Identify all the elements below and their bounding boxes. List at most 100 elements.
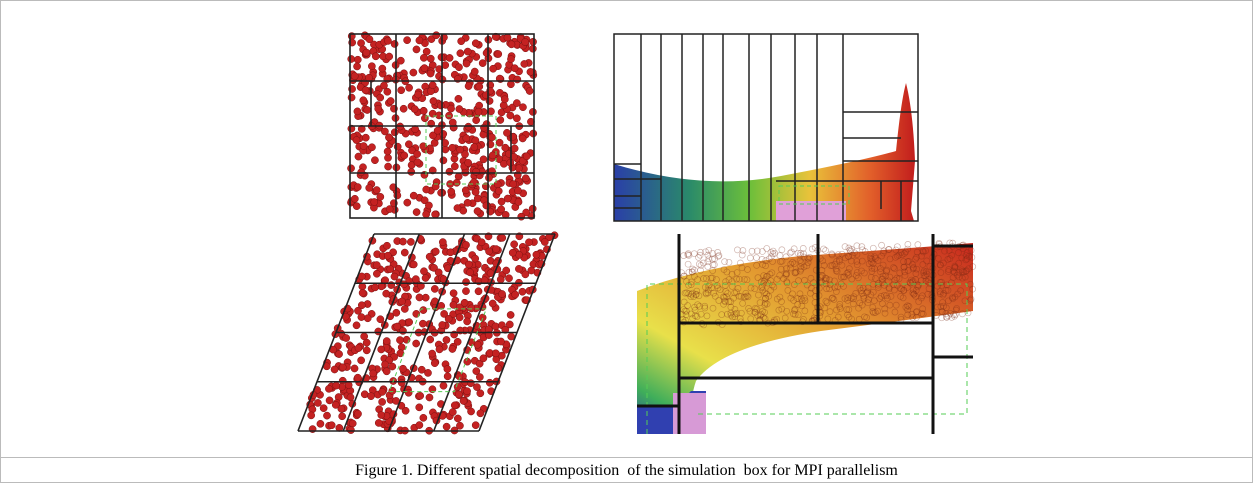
particle — [369, 370, 376, 377]
particle — [421, 64, 428, 71]
particle — [753, 255, 759, 261]
particle — [391, 273, 398, 280]
particle — [462, 288, 469, 295]
particle — [384, 154, 391, 161]
particle — [364, 106, 371, 113]
particle — [522, 38, 529, 45]
particle-detail — [637, 234, 976, 434]
particle — [513, 115, 520, 122]
particle — [431, 285, 438, 292]
particle — [472, 137, 479, 144]
particle — [404, 37, 411, 44]
particle — [462, 278, 469, 285]
particle — [416, 37, 423, 44]
particle — [443, 336, 450, 343]
particle — [511, 145, 518, 152]
particle — [347, 165, 354, 172]
particle — [463, 60, 470, 67]
particle — [361, 333, 368, 340]
particle — [408, 168, 415, 175]
particle — [513, 99, 520, 106]
particle — [477, 410, 484, 417]
particle — [905, 241, 911, 247]
particle — [449, 144, 456, 151]
particle — [446, 168, 453, 175]
particle — [351, 195, 358, 202]
particle — [476, 373, 483, 380]
particle — [432, 211, 439, 218]
fluid — [614, 83, 915, 221]
particle — [503, 267, 510, 274]
particle — [351, 73, 358, 80]
particle — [429, 350, 436, 357]
particle — [412, 276, 419, 283]
particle — [726, 259, 732, 265]
particle — [507, 55, 514, 62]
particle — [425, 202, 432, 209]
particle — [455, 64, 462, 71]
particle — [399, 238, 406, 245]
particle — [747, 255, 753, 261]
particle — [461, 299, 468, 306]
particle — [499, 234, 506, 241]
particle — [472, 255, 479, 262]
particle — [413, 46, 420, 53]
particle — [394, 192, 401, 199]
particle — [373, 186, 380, 193]
particle — [879, 242, 885, 248]
particle — [419, 320, 426, 327]
particle — [420, 414, 427, 421]
particle — [498, 290, 505, 297]
particle — [451, 402, 458, 409]
particle — [529, 45, 536, 52]
particle — [308, 412, 315, 419]
particle — [509, 249, 516, 256]
particle — [685, 261, 691, 267]
particle — [507, 311, 514, 318]
particle — [355, 153, 362, 160]
particle — [339, 364, 346, 371]
particle — [492, 323, 499, 330]
particle — [349, 420, 356, 427]
particle — [381, 361, 388, 368]
particle — [454, 204, 461, 211]
particle — [495, 365, 502, 372]
particle — [420, 107, 427, 114]
particle — [430, 97, 437, 104]
particle — [386, 205, 393, 212]
particle — [450, 290, 457, 297]
particle — [360, 142, 367, 149]
particle — [366, 36, 373, 43]
particle — [446, 54, 453, 61]
particle — [451, 163, 458, 170]
particle — [467, 408, 474, 415]
particle — [444, 365, 451, 372]
particle — [400, 105, 407, 112]
particle — [502, 144, 509, 151]
particle — [493, 246, 500, 253]
particle — [405, 84, 412, 91]
particle — [511, 241, 518, 248]
particle — [696, 261, 702, 267]
particle — [433, 32, 440, 39]
particle — [463, 135, 470, 142]
particle — [497, 276, 504, 283]
particle — [351, 365, 358, 372]
particle — [354, 56, 361, 63]
particle — [503, 129, 510, 136]
particle — [360, 97, 367, 104]
particle — [528, 267, 535, 274]
particle — [488, 134, 495, 141]
particle — [413, 340, 420, 347]
particle — [465, 159, 472, 166]
particle — [460, 397, 467, 404]
figure-caption: Figure 1. Different spatial decompositio… — [1, 462, 1252, 480]
particle — [512, 291, 519, 298]
particle — [492, 350, 499, 357]
particle — [519, 135, 526, 142]
particle — [458, 38, 465, 45]
particle — [379, 398, 386, 405]
particle — [379, 388, 386, 395]
particle — [394, 143, 401, 150]
particle — [387, 265, 394, 272]
